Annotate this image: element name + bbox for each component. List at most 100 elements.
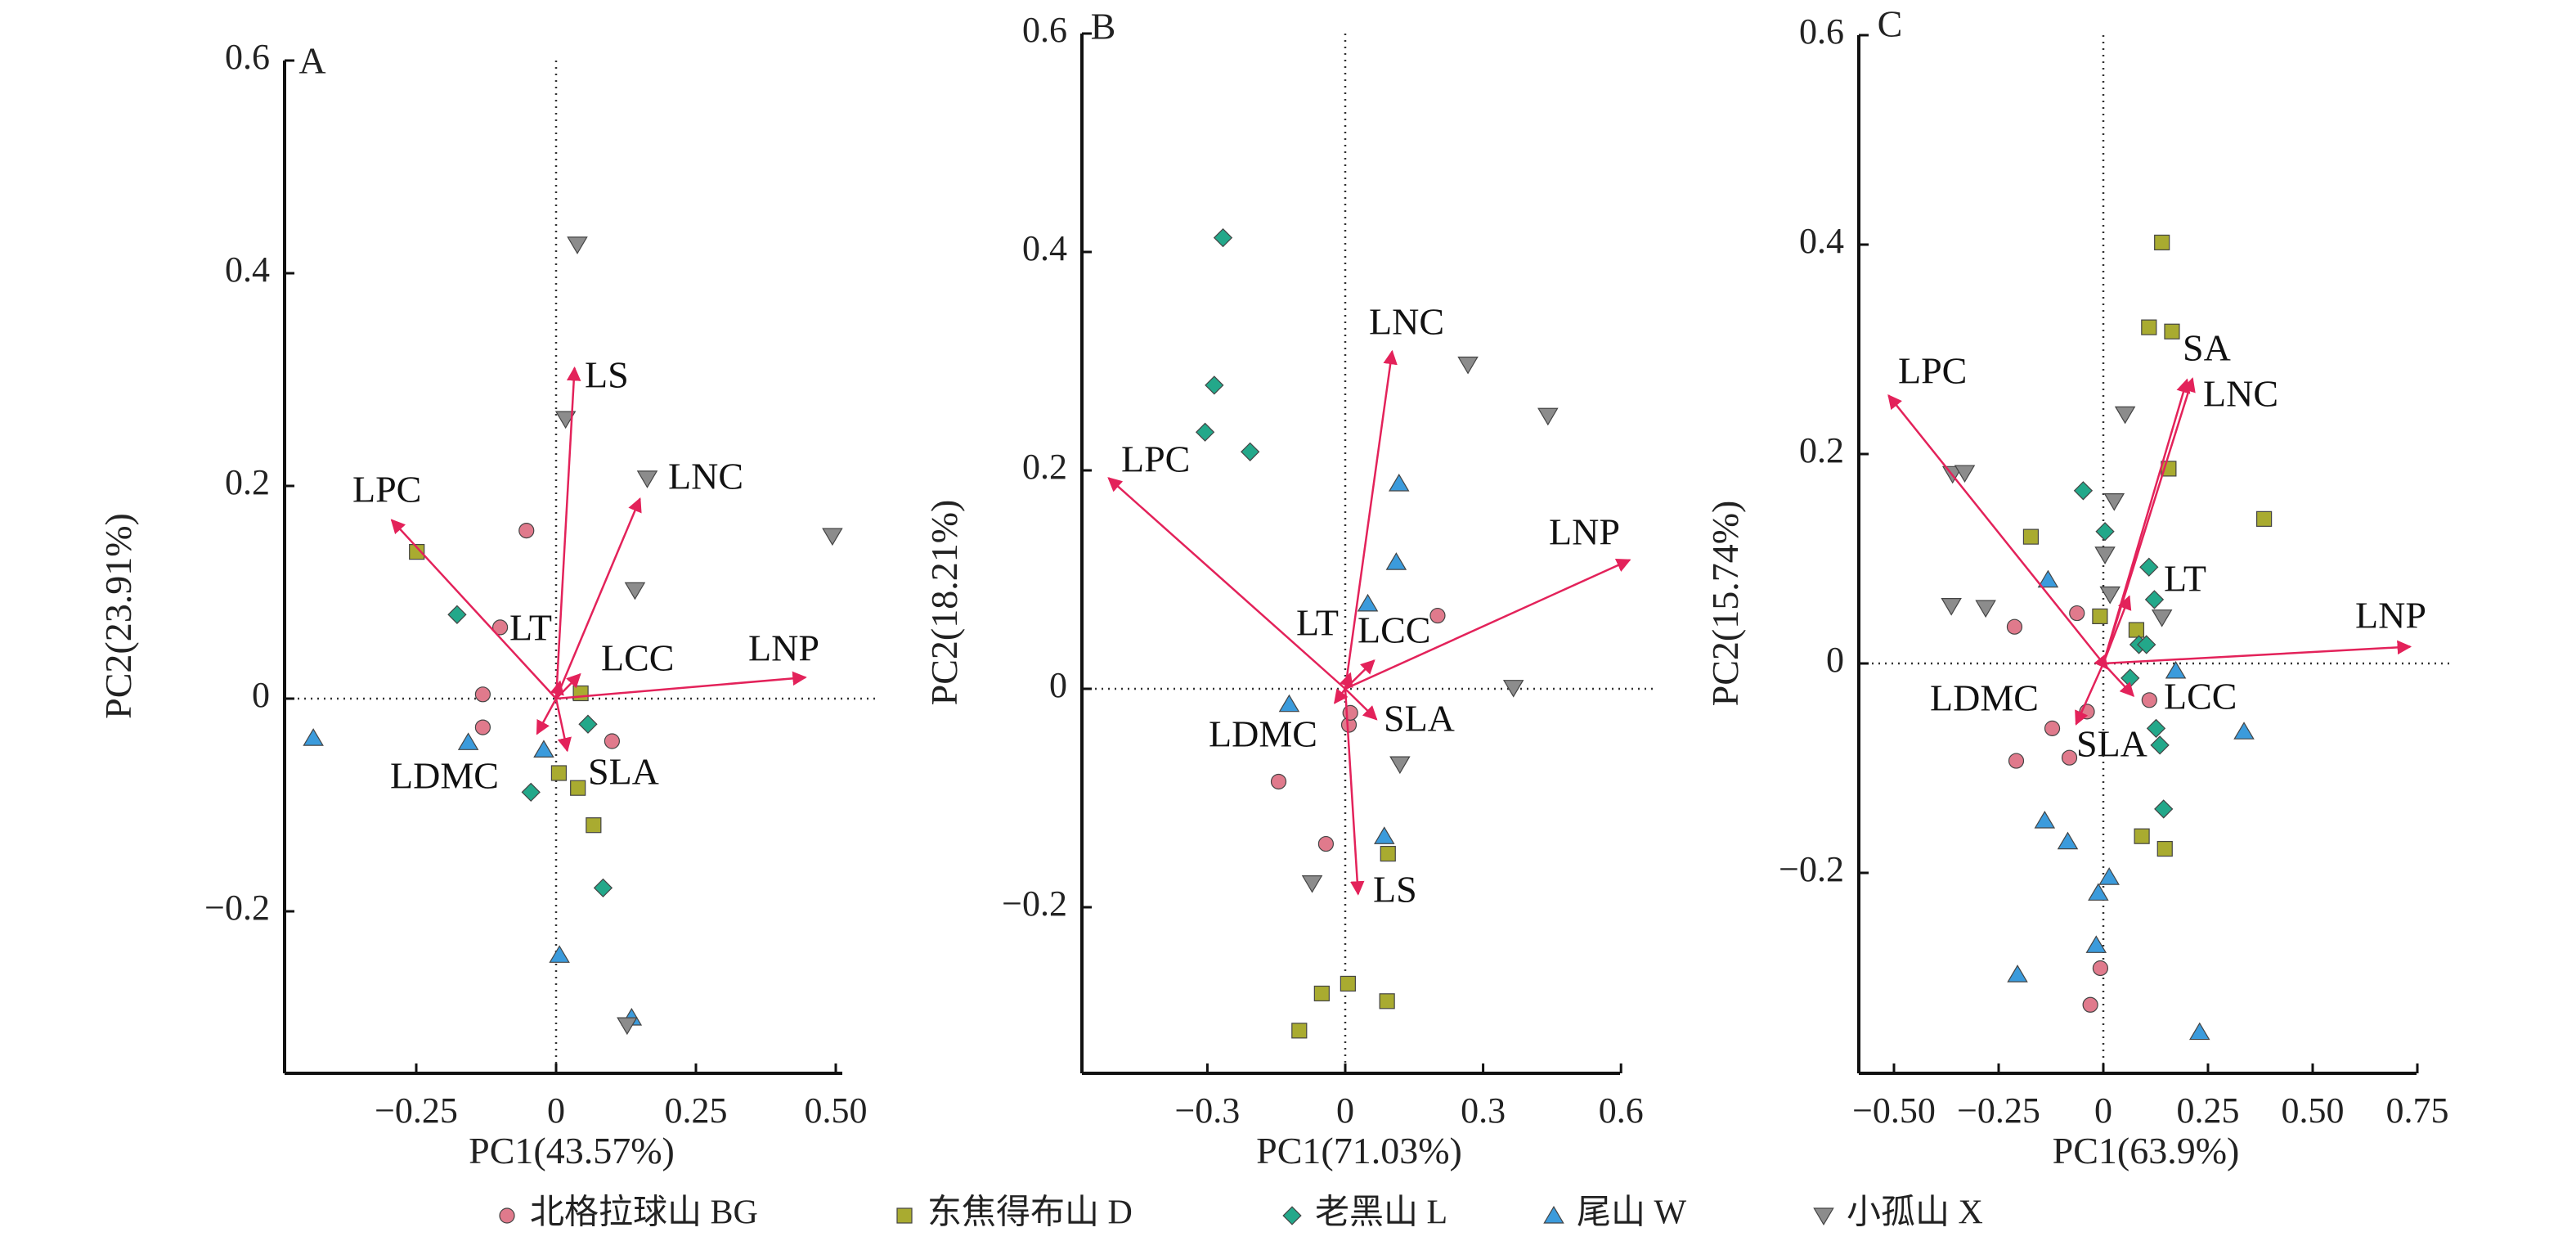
loading-label-LNC: LNC: [2203, 373, 2278, 415]
y-axis-title: PC2(23.91%): [97, 513, 139, 719]
loading-label-SLA: SLA: [1384, 698, 1455, 740]
y-tick-label: −0.2: [204, 888, 270, 928]
loading-arrow-LS: [554, 366, 581, 699]
sample-points: [303, 236, 843, 1036]
x-tick-label: 0.50: [805, 1090, 868, 1131]
loading-label-LS: LS: [585, 354, 629, 396]
point-L: [2073, 481, 2094, 501]
y-tick-label: 0: [252, 675, 270, 715]
point-D: [2022, 528, 2040, 545]
point-BG: [2092, 960, 2109, 977]
loading-label-LNP: LNP: [2355, 595, 2426, 636]
loading-arrow-LNP: [1344, 558, 1631, 690]
point-BG: [2069, 605, 2085, 622]
x-tick-label: 0.75: [2386, 1090, 2449, 1131]
panel-C: −0.2 0 0.2 0.4 0.6 −0.50 −0.25 0 0.25 0.50 0.75 PC1…: [1704, 3, 2449, 1171]
loading-label-SLA: SLA: [2076, 723, 2147, 765]
point-D: [586, 817, 602, 834]
loading-arrow-LNC: [1344, 349, 1398, 690]
loading-label-SA: SA: [2183, 327, 2231, 369]
loading-label-LDMC: LDMC: [1930, 677, 2039, 719]
loading-vectors: LS LNC LPC LNP LT LCC LDMC SLA: [352, 354, 819, 797]
loading-arrow-LDMC: [2094, 654, 2109, 670]
legend-item-BG: 北格拉球山 BG: [499, 1194, 758, 1232]
point-X: [1301, 875, 1323, 893]
legend-item-X: 小孤山 X: [1813, 1194, 1983, 1232]
legend-item-W: 尾山 W: [1543, 1194, 1687, 1232]
point-W: [457, 732, 479, 750]
legend-marker-triangle-down: [1813, 1207, 1834, 1225]
x-tick-label: 0: [547, 1090, 565, 1131]
point-X: [2114, 406, 2136, 425]
point-X: [2151, 609, 2173, 627]
point-X: [822, 528, 843, 546]
y-axis-title: PC2(15.74%): [1704, 501, 1746, 707]
point-BG: [474, 686, 491, 703]
point-W: [2233, 722, 2255, 740]
point-D: [550, 765, 568, 781]
point-D: [2164, 323, 2180, 339]
loading-arrow-LNC: [2102, 378, 2191, 664]
loading-label-LDMC: LDMC: [1209, 713, 1317, 755]
point-L: [2154, 799, 2174, 819]
point-X: [636, 470, 658, 488]
point-L: [1205, 375, 1224, 395]
point-BG: [1270, 773, 1287, 790]
sample-points: [1941, 234, 2273, 1041]
point-W: [2189, 1022, 2210, 1041]
point-L: [2144, 590, 2165, 609]
x-tick-label: 0.25: [2177, 1090, 2240, 1131]
point-L: [593, 878, 613, 898]
point-D: [409, 543, 425, 560]
loading-label-LNP: LNP: [1549, 511, 1620, 553]
point-BG: [491, 619, 509, 636]
loading-arrow-SLA: [554, 698, 572, 753]
point-L: [521, 782, 541, 803]
y-tick-label: 0.6: [225, 37, 270, 77]
x-axis-title: PC1(63.9%): [2053, 1130, 2240, 1171]
point-BG: [2061, 749, 2078, 766]
point-X: [554, 411, 577, 429]
point-L: [578, 714, 598, 734]
x-axis-title: PC1(71.03%): [1256, 1130, 1462, 1171]
point-X: [567, 236, 588, 254]
loading-label-LCC: LCC: [2164, 676, 2237, 717]
x-tick-label: −0.50: [1852, 1090, 1936, 1131]
point-L: [1213, 227, 1233, 248]
point-D: [1379, 993, 1395, 1009]
point-L: [1241, 442, 1260, 461]
panel-letter: A: [298, 40, 325, 82]
loading-label-LPC: LPC: [352, 469, 421, 510]
point-L: [2137, 635, 2156, 654]
point-BG: [1342, 704, 1358, 721]
loading-arrow-LCC: [555, 672, 581, 699]
loading-arrow-LPC: [1887, 393, 2104, 664]
point-L: [2150, 735, 2170, 755]
loading-label-LT: LT: [1296, 602, 1339, 644]
point-BG: [518, 522, 535, 539]
point-W: [1278, 694, 1300, 713]
point-D: [2128, 622, 2145, 638]
loading-label-LNP: LNP: [748, 627, 819, 669]
point-X: [1941, 597, 1962, 616]
point-L: [1195, 422, 1215, 442]
x-tick-label: 0.50: [2282, 1090, 2345, 1131]
point-BG: [2008, 753, 2025, 769]
y-tick-label: 0.6: [1799, 11, 1844, 52]
point-W: [1357, 593, 1379, 612]
loading-label-LDMC: LDMC: [390, 755, 499, 797]
point-BG: [1429, 607, 1446, 624]
point-D: [1313, 985, 1330, 1002]
point-X: [1954, 465, 1976, 483]
point-D: [2134, 828, 2150, 844]
y-tick-label: 0.4: [1022, 228, 1067, 268]
point-W: [533, 740, 554, 758]
point-L: [2146, 718, 2166, 739]
point-D: [2154, 234, 2170, 251]
loading-vectors: LNC LPC LNP LT LCC SLA LDMC LS: [1107, 301, 1631, 911]
loading-arrow-LDMC: [536, 698, 558, 735]
loading-arrow-LNP: [555, 671, 807, 700]
point-W: [2085, 935, 2107, 953]
point-X: [1537, 407, 1559, 426]
